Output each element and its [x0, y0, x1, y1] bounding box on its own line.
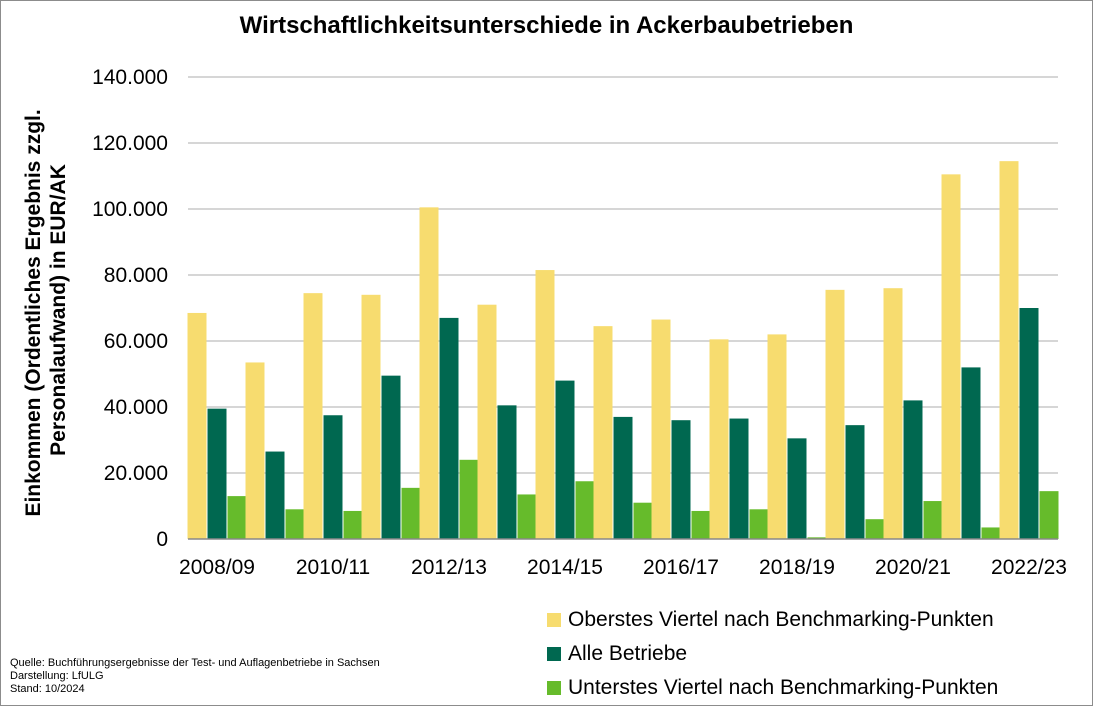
bar-unterstes [401, 487, 421, 539]
bar-oberstes [825, 289, 845, 539]
bar-alle [729, 418, 749, 539]
grid-lines [188, 76, 1058, 474]
source-line: Quelle: Buchführungsergebnisse der Test-… [10, 657, 380, 669]
bar-oberstes [593, 326, 613, 539]
bar-alle [265, 451, 285, 539]
bar-unterstes [691, 510, 711, 539]
x-tick-label: 2018/19 [759, 556, 835, 579]
y-tick-label: 20.000 [104, 462, 168, 485]
legend-label-oberstes: Oberstes Viertel nach Benchmarking-Punkt… [568, 608, 994, 631]
y-axis-label-line-1: Einkommen (Ordentliches Ergebnis zzgl. [22, 109, 45, 516]
y-tick-labels: 0 20.000 40.000 60.000 80.000 100.000 120.000 1… [92, 66, 168, 551]
y-tick-label: 140.000 [92, 66, 168, 89]
x-tick-labels: 2008/09 2010/11 2012/13 2014/15 2016/17 2018/… [179, 556, 1067, 579]
legend-item-alle: Alle Betriebe [547, 637, 998, 671]
bar-oberstes [361, 294, 381, 539]
bar-alle [381, 375, 401, 539]
y-tick-label: 0 [156, 528, 168, 551]
bar-unterstes [749, 509, 769, 539]
bar-alle [207, 408, 227, 539]
credit-line: Darstellung: LfULG [10, 670, 104, 682]
x-tick-label: 2010/11 [296, 556, 370, 579]
y-axis-label: Einkommen (Ordentliches Ergebnis zzgl. P… [22, 103, 70, 516]
y-tick-label: 40.000 [104, 396, 168, 419]
legend-label-alle: Alle Betriebe [568, 642, 688, 665]
bar-unterstes [459, 459, 479, 539]
bar-alle [961, 367, 981, 539]
bar-oberstes [651, 319, 671, 539]
bar-unterstes [807, 537, 827, 539]
bar-unterstes [285, 509, 305, 539]
bar-alle [323, 415, 343, 539]
y-axis-label-line-2: Personalaufwand) in EUR/AK [47, 164, 70, 456]
bar-oberstes [187, 312, 207, 539]
bar-unterstes [575, 481, 595, 539]
legend-swatch-alle [547, 647, 561, 661]
x-tick-label: 2020/21 [875, 556, 951, 579]
bar-oberstes [245, 362, 265, 539]
bar-alle [439, 317, 459, 539]
bar-oberstes [303, 293, 323, 539]
legend: Oberstes Viertel nach Benchmarking-Punkt… [547, 603, 998, 705]
bar-oberstes [883, 288, 903, 539]
y-tick-label: 80.000 [104, 264, 168, 287]
y-tick-label: 60.000 [104, 330, 168, 353]
legend-item-oberstes: Oberstes Viertel nach Benchmarking-Punkt… [547, 603, 998, 637]
bar-oberstes [709, 339, 729, 539]
legend-swatch-unterstes [547, 681, 561, 695]
x-tick-label: 2008/09 [179, 556, 255, 579]
bar-alle [497, 405, 517, 539]
bar-oberstes [419, 207, 439, 539]
bar-unterstes [227, 496, 247, 539]
date-line: Stand: 10/2024 [10, 683, 85, 695]
x-tick-label: 2012/13 [411, 556, 487, 579]
legend-label-unterstes: Unterstes Viertel nach Benchmarking-Punk… [568, 676, 999, 699]
x-tick-label: 2022/23 [991, 556, 1067, 579]
bar-groups [187, 161, 1059, 539]
bar-oberstes [535, 270, 555, 539]
bar-unterstes [923, 501, 943, 539]
bar-alle [671, 420, 691, 539]
bar-alle [787, 438, 807, 539]
bar-oberstes [477, 304, 497, 539]
chart-title: Wirtschaftlichkeitsunterschiede in Acker… [239, 12, 854, 39]
bar-alle [845, 425, 865, 539]
bar-unterstes [343, 510, 363, 539]
legend-item-unterstes: Unterstes Viertel nach Benchmarking-Punk… [547, 671, 998, 705]
y-tick-label: 100.000 [92, 198, 168, 221]
x-tick-label: 2014/15 [527, 556, 603, 579]
x-tick-label: 2016/17 [643, 556, 719, 579]
bar-oberstes [941, 174, 961, 539]
bar-alle [1019, 308, 1039, 539]
bar-unterstes [1039, 491, 1059, 539]
chart-plot: 0 20.000 40.000 60.000 80.000 100.000 120.000 1… [22, 66, 1067, 579]
bar-unterstes [865, 519, 885, 539]
y-tick-label: 120.000 [92, 132, 168, 155]
source-note: Quelle: Buchführungsergebnisse der Test-… [10, 657, 380, 696]
bar-unterstes [633, 502, 653, 539]
bar-oberstes [999, 161, 1019, 539]
legend-swatch-oberstes [547, 613, 561, 627]
bar-unterstes [517, 494, 537, 539]
bar-alle [903, 400, 923, 539]
bar-unterstes [981, 527, 1001, 539]
bar-oberstes [767, 334, 787, 539]
bar-alle [555, 380, 575, 539]
bar-alle [613, 416, 633, 539]
